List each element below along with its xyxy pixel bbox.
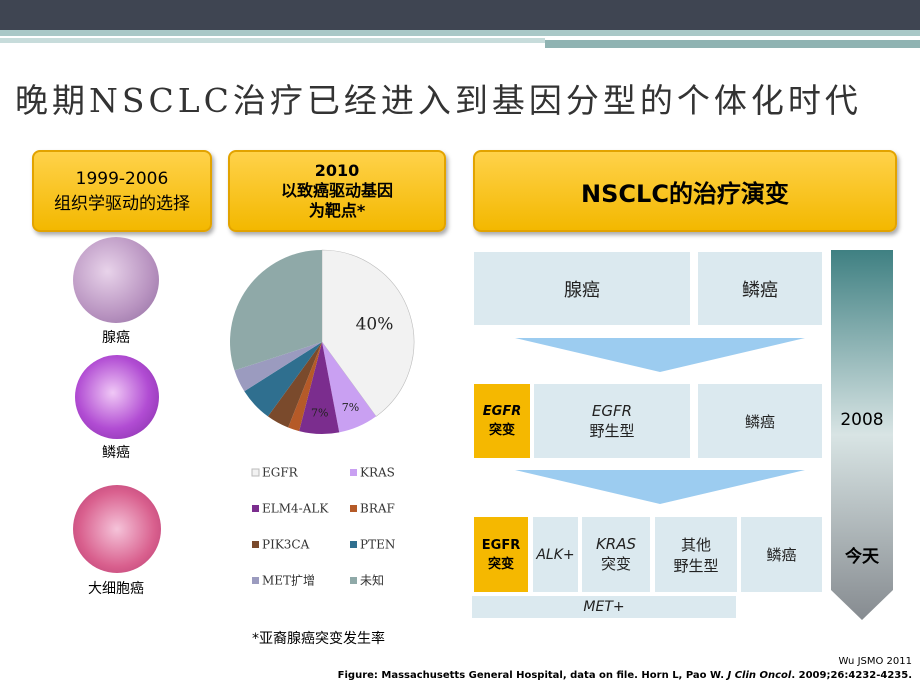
down-arrow [515,338,805,372]
cell-text: EGFR [591,401,633,420]
legend-label: PIK3CA [262,538,310,552]
legend-swatch [350,541,357,548]
histology-label: 鳞癌 [102,445,130,461]
footnote: *亚裔腺癌突变发生率 [252,631,385,647]
pie-slice [322,342,377,433]
pie-slice [288,342,322,432]
legend-label: EGFR [262,466,299,480]
histology-label: 大细胞癌 [88,581,144,597]
histology-label: 腺癌 [102,330,130,346]
data-label: 40% [356,314,394,334]
pie-slice [244,342,322,417]
legend-swatch [350,505,357,512]
down-arrow [515,338,805,372]
cell: MET+ [472,596,736,618]
top-bar [0,0,920,30]
down-arrow [515,470,805,504]
timeline-end: 今天 [845,547,879,567]
top-stripe [0,30,920,36]
cell-text: KRAS [595,535,637,553]
mutation-cell: EGFR 突变 [474,384,530,458]
legend-swatch [252,541,259,548]
legend-swatch [251,468,260,477]
era-text: 组织学驱动的选择 [54,193,190,214]
era-box: 2010 以致癌驱动基因 为靶点* [228,150,446,232]
era-year: 1999-2006 [75,168,169,189]
timeline-arrow [831,250,893,620]
citation-text: 2009;26:4232-4235. [795,670,912,681]
legend-swatch [350,577,357,584]
histology-image [73,237,159,323]
cell-text: EGFR [482,404,522,419]
timeline-start: 2008 [840,410,884,430]
legend-label: PTEN [360,538,395,552]
down-arrow [515,470,805,504]
pie-slice [299,342,340,435]
cell-text: 突变 [600,555,631,573]
cell-text: 野生型 [673,556,719,575]
timeline-arrow [831,250,893,620]
mutation-cell: EGFR 突变 [474,517,528,592]
data-label: 7% [311,407,328,420]
era-year: 2010 [314,161,360,180]
histology-image [75,355,159,439]
slide-title: 晚期NSCLC治疗已经进入到基因分型的个体化时代 [15,81,862,120]
cell: 鳞癌 [698,252,822,325]
pie-slice [234,342,322,392]
legend-swatch [252,577,259,584]
cell-text: 野生型 [589,421,635,440]
cell-text: 突变 [488,423,515,438]
legend-label: BRAF [360,502,395,516]
citation: Wu JSMO 2011 [838,656,912,667]
legend-label: 未知 [360,574,384,588]
citation: Figure: Massachusetts General Hospital, … [338,670,912,681]
era-box: NSCLC的治疗演变 [473,150,897,232]
era-text: 为靶点* [308,201,366,220]
legend-label: ELM4-ALK [262,502,329,516]
legend-label: KRAS [360,466,395,480]
cell-text: EGFR [481,537,521,553]
legend-swatch [350,469,357,476]
cell: EGFR 野生型 [534,384,690,458]
cell: 其他 野生型 [655,517,737,592]
cell: 鳞癌 [698,384,822,458]
data-label: 7% [342,401,359,414]
era-text: 以致癌驱动基因 [280,181,393,200]
cell: 鳞癌 [741,517,822,592]
pie-slice [267,342,322,428]
top-stripe [0,38,545,43]
citation-text: J Clin Oncol [727,670,792,681]
cell: KRAS 突变 [582,517,650,592]
top-stripe [545,40,920,48]
legend-label: MET扩增 [262,574,315,588]
citation-text: Figure: Massachusetts General Hospital, … [337,670,728,681]
era-box: 1999-2006 组织学驱动的选择 [32,150,212,232]
cell-text: 突变 [487,556,514,572]
cell: 腺癌 [474,252,690,325]
pie-slice [230,250,322,371]
histology-image [73,485,161,573]
pie-chart: 40% 7% 7% EGFR KRAS ELM4-ALK BRAF PIK3CA PTEN MET… [230,249,415,588]
cell-text: 其他 [680,535,711,554]
pie-slice [321,249,415,417]
cell: ALK+ [533,517,578,592]
citation-text: . [791,670,796,681]
legend-swatch [252,505,259,512]
